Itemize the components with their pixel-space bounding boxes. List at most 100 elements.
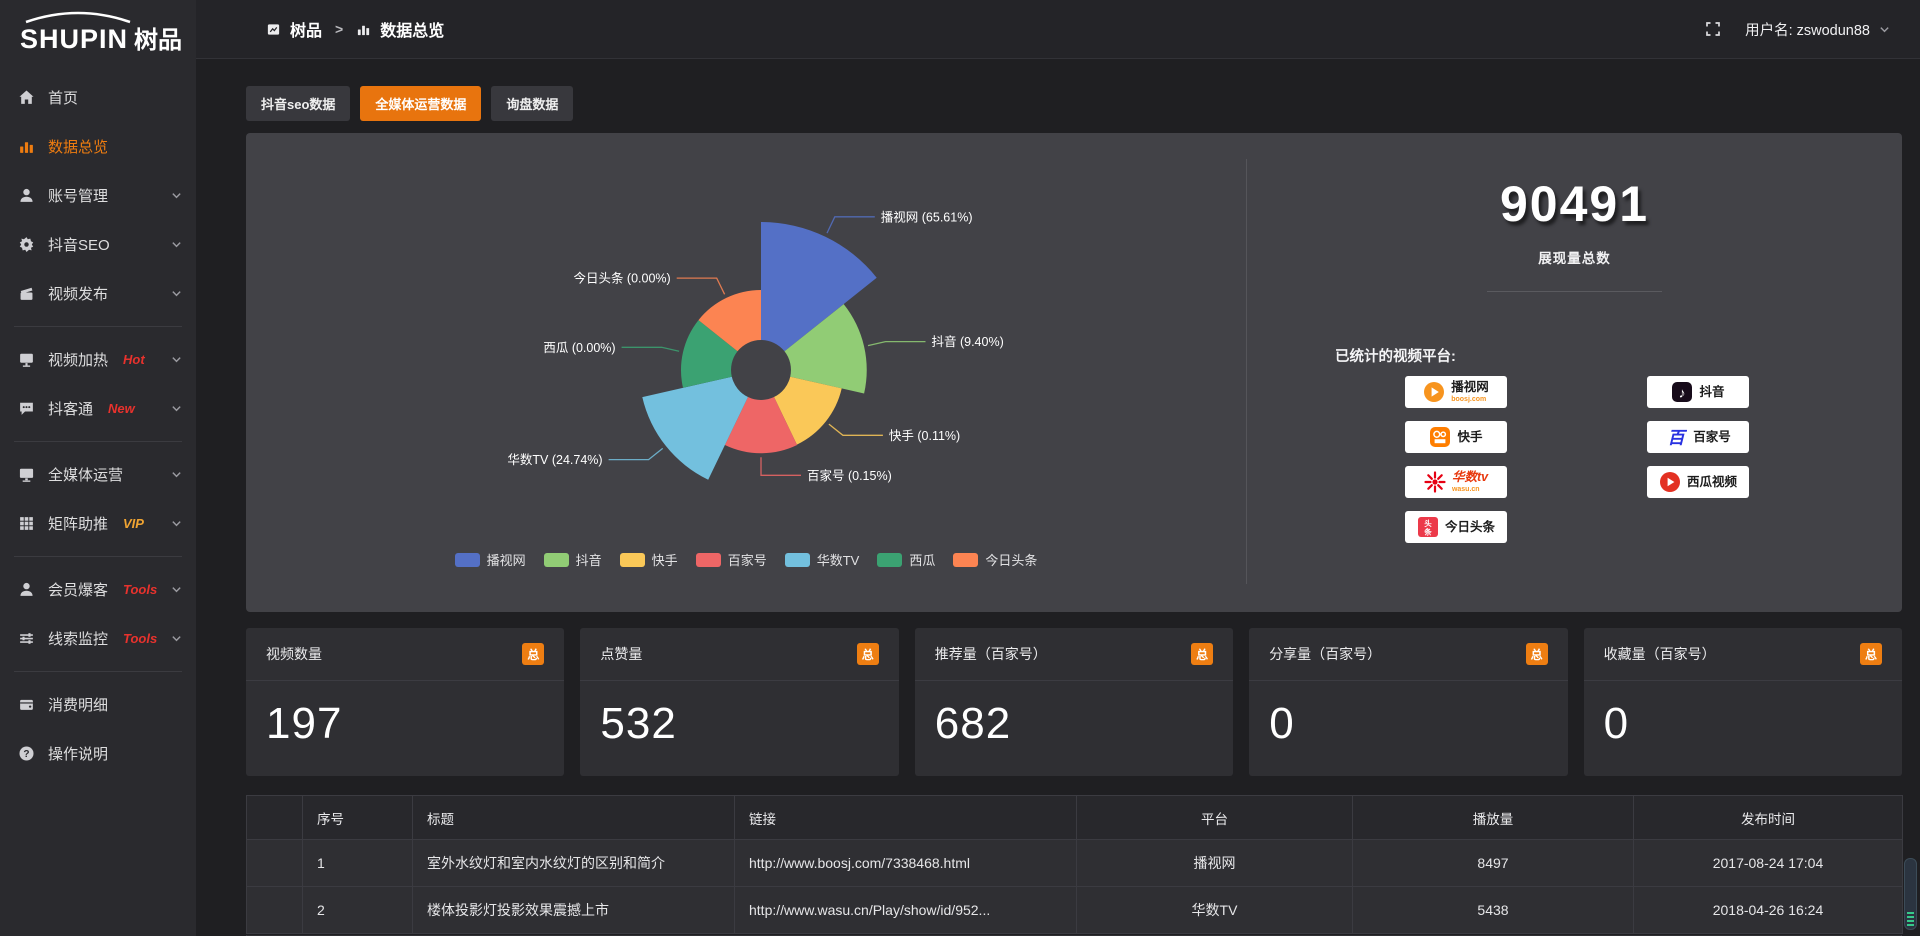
pie-label-line	[760, 457, 801, 476]
sidebar-item-label: 会员爆客	[48, 582, 109, 599]
scroll-indicator[interactable]	[1904, 858, 1917, 930]
chevron-down-icon	[171, 518, 182, 529]
boosj-logo	[1424, 382, 1445, 402]
pie-slice-华数TV[interactable]	[642, 376, 748, 480]
table-row: 1 室外水纹灯和室内水纹灯的区别和简介 http://www.boosj.com/7…	[246, 839, 1903, 887]
legend-item-抖音[interactable]: 抖音	[543, 550, 602, 569]
douyin-logo: ♪	[1672, 382, 1693, 402]
question-icon: ?	[18, 745, 35, 762]
sidebar-item-all-media-operation[interactable]: 全媒体运营	[0, 450, 196, 499]
platform-name: 播视网	[1451, 380, 1489, 395]
breadcrumb-separator: >	[335, 21, 344, 37]
stat-card-header: 分享量（百家号） 总	[1249, 628, 1568, 681]
cell-title[interactable]: 楼体投影灯投影效果震撼上市	[412, 886, 735, 934]
platform-badge-华数tv: 华数tv wasu.cn	[1405, 466, 1507, 498]
pie-label: 抖音 (9.40%)	[932, 334, 1004, 349]
platform-name: 快手	[1457, 429, 1483, 444]
sidebar-item-video-publish[interactable]: 视频发布	[0, 269, 196, 318]
legend-swatch	[784, 552, 810, 567]
pie-slice-快手[interactable]	[774, 376, 842, 445]
stat-card-header: 点赞量 总	[580, 628, 899, 681]
legend-item-快手[interactable]: 快手	[619, 550, 678, 569]
home-icon	[18, 89, 35, 106]
user-menu[interactable]: 用户名: zswodun88	[1745, 19, 1890, 40]
cell-link[interactable]: http://www.boosj.com/7338468.html	[734, 839, 1077, 887]
cell-time: 2017-08-24 17:04	[1633, 839, 1903, 887]
pie-label-line	[676, 277, 726, 295]
table-col-header: 平台	[1076, 795, 1353, 840]
sidebar-item-badge: Hot	[123, 352, 145, 367]
cell-link[interactable]: http://www.wasu.cn/Play/show/id/952...	[734, 886, 1077, 934]
platform-sub: wasu.cn	[1451, 485, 1480, 493]
sidebar-item-account-management[interactable]: 账号管理	[0, 171, 196, 220]
stat-card-value: 197	[266, 699, 343, 748]
breadcrumb-current: 数据总览	[380, 23, 445, 40]
chevron-down-icon	[1879, 24, 1890, 35]
pie-slice-今日头条[interactable]	[698, 290, 762, 352]
svg-text:?: ?	[23, 749, 29, 760]
legend-item-西瓜[interactable]: 西瓜	[877, 550, 935, 569]
rose-pie-chart: 播视网 (65.61%) 抖音 (9.40%) 快手 (0.11%) 百家号 (0.1…	[507, 209, 1004, 482]
platform-badges: 播视网 boosj.com 快手 华数tv wasu.cn 头条今日头条 ♪ 抖音百百家号 西瓜…	[1405, 376, 1749, 543]
sidebar-item-consumption-detail[interactable]: 消费明细	[0, 680, 196, 729]
platform-badge-今日头条: 头条今日头条	[1405, 511, 1507, 543]
pie-slice-百家号[interactable]	[724, 397, 798, 454]
table-col-header: 标题	[412, 795, 735, 840]
pie-slice-播视网[interactable]	[761, 222, 877, 352]
sidebar-item-lead-monitor[interactable]: 线索监控 Tools	[0, 614, 196, 663]
pie-slice-西瓜[interactable]	[681, 320, 738, 388]
stat-card-video-count: 视频数量 总 197	[246, 628, 565, 776]
legend-item-百家号[interactable]: 百家号	[695, 550, 767, 569]
grid-icon	[18, 515, 35, 532]
videos-table: 序号 标题 链接 平台 播放量 发布时间 1 室外水纹灯和室内水纹灯的区别和简介 http:/…	[246, 795, 1903, 934]
stat-card-value: 0	[1603, 699, 1630, 748]
svg-text:头: 头	[1424, 518, 1432, 528]
legend-swatch	[454, 552, 480, 567]
sidebar-item-douyin-seo[interactable]: 抖音SEO	[0, 220, 196, 269]
sidebar-item-operation-guide[interactable]: ? 操作说明	[0, 729, 196, 778]
wallet-icon	[18, 696, 35, 713]
total-badge: 总	[1525, 643, 1548, 665]
platform-name: 西瓜视频	[1686, 474, 1737, 489]
platform-badge-西瓜视频: 西瓜视频	[1647, 466, 1749, 498]
sidebar-item-matrix-boost[interactable]: 矩阵助推 VIP	[0, 499, 196, 548]
pie-slice-抖音[interactable]	[784, 304, 867, 394]
sidebar-item-video-heating[interactable]: 视频加热 Hot	[0, 335, 196, 384]
breadcrumb-root[interactable]: 树品	[290, 23, 323, 40]
tab-inquiry-data[interactable]: 询盘数据	[491, 86, 574, 121]
sidebar-item-label: 账号管理	[48, 188, 109, 205]
fullscreen-icon[interactable]	[1705, 21, 1721, 37]
summary-section: 90491 展现量总数 已统计的视频平台: 播视网 boosj.com 快手 华数tv…	[1247, 133, 1902, 612]
stat-card-value: 532	[600, 699, 677, 748]
sidebar-item-home[interactable]: 首页	[0, 73, 196, 122]
total-impressions-label: 展现量总数	[1538, 251, 1611, 266]
legend-label: 西瓜	[909, 553, 936, 568]
legend-item-华数TV[interactable]: 华数TV	[784, 550, 859, 569]
summary-divider	[1487, 291, 1662, 292]
bar-chart-icon	[356, 22, 371, 37]
stat-card-favorite-count: 收藏量（百家号） 总 0	[1583, 628, 1902, 776]
cell-plays: 5438	[1352, 886, 1634, 934]
total-badge: 总	[1859, 643, 1882, 665]
legend-label: 播视网	[486, 553, 526, 568]
sidebar-item-label: 抖客通	[48, 401, 94, 418]
chevron-down-icon	[171, 633, 182, 644]
platform-column-1: ♪ 抖音百百家号 西瓜视频	[1647, 376, 1749, 543]
top-bar: 树品 > 数据总览 用户名: zswodun88	[196, 0, 1920, 59]
sidebar-item-data-overview[interactable]: 数据总览	[0, 122, 196, 171]
sidebar-item-douketong[interactable]: 抖客通 New	[0, 384, 196, 433]
sidebar-item-member-baoke[interactable]: 会员爆客 Tools	[0, 565, 196, 614]
wasu-logo	[1424, 471, 1446, 493]
legend-item-播视网[interactable]: 播视网	[454, 550, 526, 569]
app-logo[interactable]: SHUPIN 树品	[0, 0, 196, 67]
tab-all-media-data[interactable]: 全媒体运营数据	[360, 86, 482, 121]
sidebar-item-badge: Tools	[123, 582, 158, 597]
chevron-down-icon	[171, 469, 182, 480]
tab-douyin-seo-data[interactable]: 抖音seo数据	[246, 86, 351, 121]
svg-text:条: 条	[1423, 527, 1432, 537]
sidebar-item-badge: VIP	[123, 516, 144, 531]
pie-label: 播视网 (65.61%)	[881, 209, 973, 224]
platform-name: 抖音	[1699, 384, 1725, 399]
legend-item-今日头条[interactable]: 今日头条	[953, 550, 1037, 569]
cell-title[interactable]: 室外水纹灯和室内水纹灯的区别和简介	[412, 839, 735, 887]
